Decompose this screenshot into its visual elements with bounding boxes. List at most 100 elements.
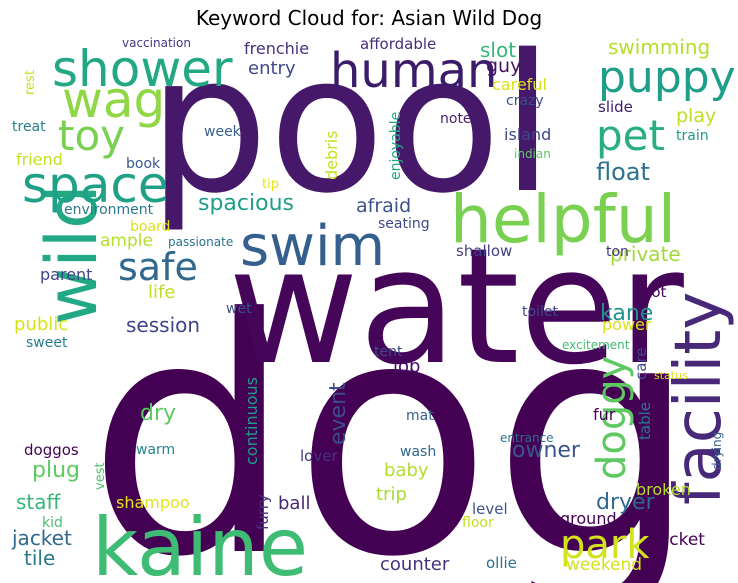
- word-floor: floor: [462, 515, 494, 531]
- word-environment: environment: [64, 202, 154, 218]
- word-human: human: [330, 43, 497, 99]
- word-swimming: swimming: [608, 35, 710, 59]
- word-guy: guy: [486, 55, 521, 77]
- word-event: event: [326, 382, 351, 445]
- word-lover: lover: [300, 447, 338, 465]
- word-trip: trip: [376, 484, 407, 505]
- word-park: park: [560, 522, 650, 568]
- word-kane: kane: [600, 301, 653, 326]
- word-session: session: [126, 313, 200, 337]
- word-passionate: passionate: [168, 235, 233, 249]
- word-book: book: [126, 156, 161, 172]
- word-tent: tent: [374, 344, 403, 360]
- word-alot: alot: [638, 283, 667, 301]
- word-board: board: [130, 219, 170, 235]
- word-puppy: puppy: [598, 52, 736, 103]
- word-warm: warm: [136, 442, 175, 458]
- word-toilet: toilet: [522, 304, 558, 320]
- word-safe: safe: [118, 245, 198, 289]
- word-swim: swim: [240, 214, 385, 279]
- word-level: level: [472, 500, 508, 518]
- word-public: public: [14, 314, 68, 335]
- word-wash: wash: [400, 444, 436, 460]
- word-ball: ball: [278, 493, 310, 514]
- word-private: private: [610, 242, 681, 266]
- word-wet: wet: [226, 301, 252, 317]
- word-counter: counter: [380, 554, 450, 575]
- word-slide: slide: [598, 98, 633, 116]
- word-ground: ground: [560, 509, 617, 528]
- word-island: island: [504, 125, 551, 144]
- word-staff: staff: [16, 490, 62, 514]
- word-job: job: [392, 356, 420, 377]
- word-excitement: excitement: [562, 338, 630, 352]
- word-kaine: kaine: [92, 501, 308, 583]
- word-status: status: [654, 369, 688, 382]
- word-socket: socket: [650, 530, 705, 550]
- word-water: water: [228, 213, 684, 400]
- word-float: float: [596, 158, 650, 186]
- word-indian: indian: [514, 147, 551, 161]
- word-vaccination: vaccination: [122, 36, 191, 50]
- word-entry: entry: [248, 58, 296, 79]
- word-shallow: shallow: [456, 242, 512, 260]
- word-spacious: spacious: [198, 191, 294, 216]
- word-enjoyable: enjoyable: [388, 112, 404, 180]
- word-sweet: sweet: [26, 335, 68, 351]
- word-life: life: [148, 282, 175, 303]
- word-parent: parent: [40, 265, 92, 284]
- word-doggy: doggy: [589, 356, 635, 480]
- word-afraid: afraid: [356, 195, 411, 217]
- word-doggos: doggos: [24, 441, 79, 459]
- word-broken: broken: [636, 480, 691, 499]
- word-wild: wild: [31, 184, 113, 325]
- word-friend: friend: [16, 150, 63, 169]
- word-plug: plug: [32, 458, 80, 483]
- word-debris: debris: [322, 130, 341, 180]
- word-rest: rest: [23, 70, 38, 95]
- word-helpful: helpful: [450, 181, 676, 258]
- word-kid: kid: [42, 515, 63, 531]
- word-wag: wag: [62, 71, 165, 129]
- word-owner: owner: [512, 438, 581, 463]
- word-frenchie: frenchie: [244, 39, 309, 58]
- word-affordable: affordable: [360, 35, 436, 53]
- word-tile: tile: [24, 546, 55, 570]
- word-toy: toy: [58, 111, 125, 160]
- word-vest: vest: [93, 462, 108, 490]
- word-mat: mat: [406, 408, 434, 424]
- word-weekend: weekend: [566, 555, 642, 575]
- word-tip: tip: [262, 177, 279, 192]
- word-slot: slot: [480, 38, 516, 62]
- word-baby: baby: [384, 460, 429, 481]
- word-crazy: crazy: [506, 93, 544, 109]
- word-dryer: dryer: [596, 490, 656, 515]
- word-ollie: ollie: [486, 554, 517, 572]
- word-continuous: continuous: [242, 377, 261, 465]
- word-treat: treat: [12, 119, 46, 135]
- word-note: note: [440, 111, 472, 127]
- word-train: train: [676, 128, 709, 144]
- word-furry: furry: [254, 494, 272, 530]
- word-dry: dry: [140, 401, 176, 426]
- word-careful: careful: [492, 75, 547, 94]
- word-shampoo: shampoo: [116, 493, 190, 512]
- word-table: table: [636, 402, 654, 440]
- word-ton: ton: [606, 244, 629, 260]
- word-space: space: [22, 156, 169, 214]
- word-entrance: entrance: [500, 431, 554, 445]
- word-power: power: [602, 315, 652, 334]
- word-facility: facility: [662, 292, 736, 505]
- word-shower: shower: [52, 40, 233, 98]
- word-fur: fur: [593, 405, 616, 424]
- word-jacket: jacket: [11, 526, 72, 550]
- chart-title: Keyword Cloud for: Asian Wild Dog: [195, 6, 543, 30]
- word-ample: ample: [100, 231, 153, 251]
- word-dog: dog: [87, 249, 698, 583]
- word-pet: pet: [596, 111, 665, 160]
- word-drying: drying: [710, 432, 724, 470]
- word-week: week: [204, 124, 242, 140]
- word-pool: pool: [148, 14, 554, 235]
- word-care: care: [632, 347, 650, 380]
